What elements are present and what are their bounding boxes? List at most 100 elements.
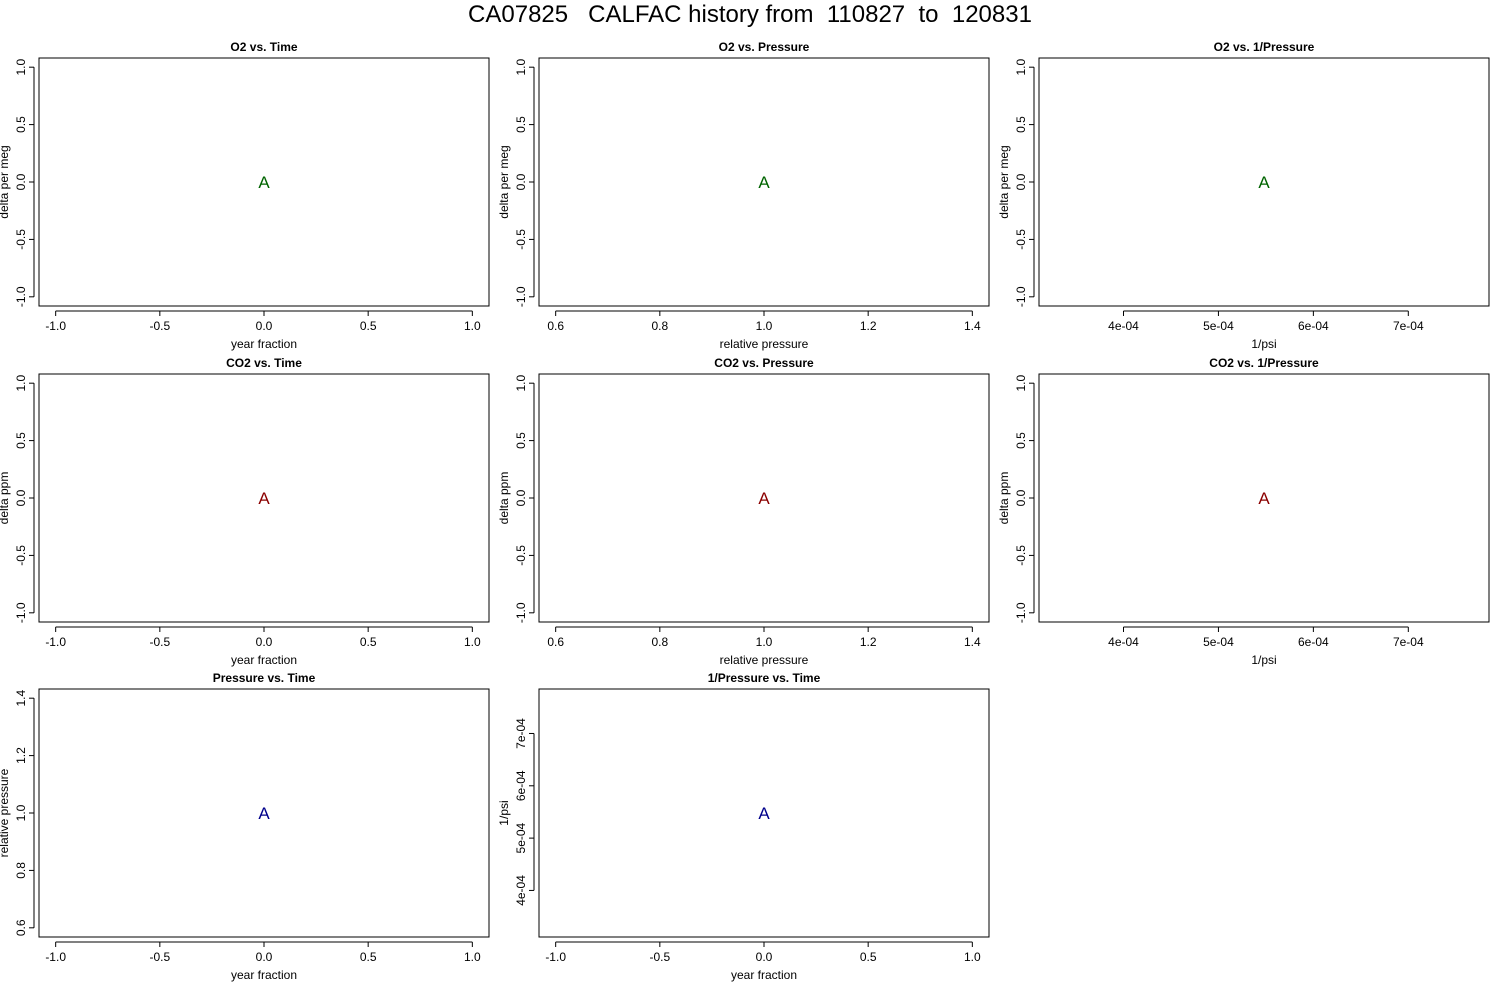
plot-7-x-tick-label: 0.0 <box>256 950 273 964</box>
plot-2-frame <box>538 57 990 307</box>
plot-2-y-tick-label: 1.0 <box>514 59 528 76</box>
plot-6-y-tick-label: -0.5 <box>1014 545 1028 566</box>
plot-7-x-tick-label: 1.0 <box>464 950 481 964</box>
plot-2-x-tick-label: 0.8 <box>651 319 668 333</box>
plot-1-y-tick-label: 0.5 <box>14 116 28 133</box>
plot-8-x-tick-label: 0.5 <box>860 950 877 964</box>
plot-7-y-tick-label: 0.6 <box>14 919 28 936</box>
plot-2-y-axis-label: delta per meg <box>497 145 511 218</box>
plot-4-x-tick-label: -0.5 <box>149 635 170 649</box>
plot-6-x-tick-label: 6e-04 <box>1298 635 1329 649</box>
plot-4-x-tick-label: -1.0 <box>45 635 66 649</box>
plot-1-frame <box>38 57 490 307</box>
plot-6-x-tick-label: 5e-04 <box>1203 635 1234 649</box>
plot-1-y-tick-label: -0.5 <box>14 229 28 250</box>
plot-8-x-axis-label: year fraction <box>731 968 797 982</box>
plot-5-y-tick-label: 0.5 <box>514 432 528 449</box>
plot-7-y-tick-label: 1.0 <box>14 804 28 821</box>
plot-3-y-tick-label: 1.0 <box>1014 59 1028 76</box>
plot-4-y-tick-label: -1.0 <box>14 602 28 623</box>
plot-3-x-tick-label: 5e-04 <box>1203 319 1234 333</box>
plot-6-title: CO2 vs. 1/Pressure <box>1209 356 1319 370</box>
plot-8-x-tick-label: 0.0 <box>756 950 773 964</box>
plot-3-x-axis-label: 1/psi <box>1251 337 1276 351</box>
plot-8-x-tick-label: -1.0 <box>545 950 566 964</box>
plot-4-x-axis-label: year fraction <box>231 653 297 667</box>
plot-7-y-tick-label: 1.4 <box>14 690 28 707</box>
plot-5-y-tick-label: -0.5 <box>514 545 528 566</box>
plot-1-x-tick-label: -0.5 <box>149 319 170 333</box>
plot-2-x-tick-label: 0.6 <box>547 319 564 333</box>
plot-2-y-tick-label: 0.5 <box>514 116 528 133</box>
plot-2-y-tick-label: -1.0 <box>514 286 528 307</box>
plot-6-y-tick-label: -1.0 <box>1014 602 1028 623</box>
plot-4-y-axis-label: delta ppm <box>0 472 11 525</box>
plot-1-y-tick-label: 1.0 <box>14 59 28 76</box>
plot-6-y-tick-label: 1.0 <box>1014 375 1028 392</box>
plot-7-x-tick-label: 0.5 <box>360 950 377 964</box>
plot-8-y-axis-label: 1/psi <box>497 800 511 825</box>
plot-4-y-tick-label: 0.5 <box>14 432 28 449</box>
plot-7-title: Pressure vs. Time <box>213 671 316 685</box>
plot-5-y-tick-label: 0.0 <box>514 489 528 506</box>
plot-5-x-axis-label: relative pressure <box>720 653 809 667</box>
plot-3-x-tick-label: 7e-04 <box>1393 319 1424 333</box>
plot-1-data-point: A <box>258 173 270 192</box>
plot-3-y-tick-label: 0.0 <box>1014 173 1028 190</box>
plot-5-frame <box>538 373 990 623</box>
plot-3-data-point: A <box>1258 173 1270 192</box>
plot-6-frame <box>1038 373 1490 623</box>
plot-6-y-tick-label: 0.0 <box>1014 489 1028 506</box>
plot-2-y-tick-label: -0.5 <box>514 229 528 250</box>
plot-4-frame <box>38 373 490 623</box>
plot-3-title: O2 vs. 1/Pressure <box>1214 40 1315 54</box>
plot-5-x-tick-label: 1.4 <box>964 635 981 649</box>
plot-2-x-tick-label: 1.2 <box>860 319 877 333</box>
plot-6-y-axis-label: delta ppm <box>997 472 1011 525</box>
plot-1-y-axis-label: delta per meg <box>0 145 11 218</box>
plot-7-frame <box>38 688 490 938</box>
plot-1-y-tick-label: 0.0 <box>14 173 28 190</box>
plot-6-y-tick-label: 0.5 <box>1014 432 1028 449</box>
plot-8-data-point: A <box>758 804 770 823</box>
plot-7-x-tick-label: -1.0 <box>45 950 66 964</box>
plot-5-x-tick-label: 0.6 <box>547 635 564 649</box>
plot-7-x-axis-label: year fraction <box>231 968 297 982</box>
plot-7-x-tick-label: -0.5 <box>149 950 170 964</box>
plot-4-data-point: A <box>258 489 270 508</box>
plot-4-y-tick-label: 0.0 <box>14 489 28 506</box>
plot-4-x-tick-label: 0.5 <box>360 635 377 649</box>
plot-8-y-tick-label: 4e-04 <box>514 875 528 906</box>
plot-8-title: 1/Pressure vs. Time <box>708 671 821 685</box>
plot-1-y-tick-label: -1.0 <box>14 286 28 307</box>
plot-5-title: CO2 vs. Pressure <box>714 356 814 370</box>
plot-6-x-tick-label: 4e-04 <box>1108 635 1139 649</box>
plot-3-frame <box>1038 57 1490 307</box>
plot-6-x-axis-label: 1/psi <box>1251 653 1276 667</box>
page-title: CA07825 CALFAC history from 110827 to 12… <box>468 1 1032 28</box>
plot-3-y-axis-label: delta per meg <box>997 145 1011 218</box>
plot-2-y-tick-label: 0.0 <box>514 173 528 190</box>
plot-8-y-tick-label: 6e-04 <box>514 770 528 801</box>
plot-7-y-tick-label: 1.2 <box>14 747 28 764</box>
plot-8-x-tick-label: -0.5 <box>649 950 670 964</box>
plot-5-x-tick-label: 1.0 <box>756 635 773 649</box>
plot-1-x-axis-label: year fraction <box>231 337 297 351</box>
plot-3-x-tick-label: 6e-04 <box>1298 319 1329 333</box>
plot-4-title: CO2 vs. Time <box>226 356 302 370</box>
plot-2-data-point: A <box>758 173 770 192</box>
plot-4-y-tick-label: -0.5 <box>14 545 28 566</box>
plot-7-y-axis-label: relative pressure <box>0 768 11 857</box>
plot-7-y-tick-label: 0.8 <box>14 862 28 879</box>
plot-2-x-axis-label: relative pressure <box>720 337 809 351</box>
plot-4-x-tick-label: 0.0 <box>256 635 273 649</box>
plot-2-x-tick-label: 1.4 <box>964 319 981 333</box>
plot-6-data-point: A <box>1258 489 1270 508</box>
plot-2-title: O2 vs. Pressure <box>719 40 810 54</box>
plot-8-y-tick-label: 5e-04 <box>514 822 528 853</box>
plot-7-data-point: A <box>258 804 270 823</box>
plot-5-data-point: A <box>758 489 770 508</box>
plot-8-x-tick-label: 1.0 <box>964 950 981 964</box>
plot-8-y-tick-label: 7e-04 <box>514 718 528 749</box>
